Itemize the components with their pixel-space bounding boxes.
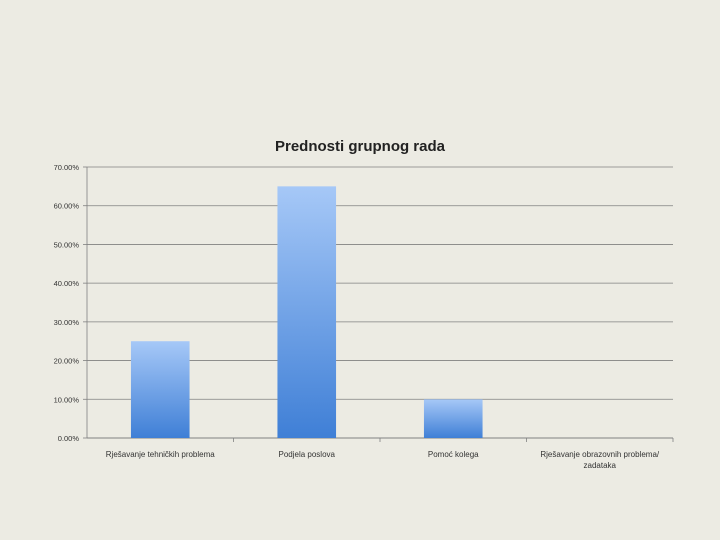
- y-tick-label: 10.00%: [54, 395, 80, 404]
- y-tick-label: 70.00%: [54, 163, 80, 172]
- bars: [130, 186, 483, 438]
- x-tick-label: Rješavanje obrazovnih problema/: [540, 450, 660, 459]
- y-tick-label: 60.00%: [54, 202, 80, 211]
- bar: [277, 186, 337, 438]
- y-tick-label: 30.00%: [54, 318, 80, 327]
- x-tick-label: Rješavanje tehničkih problema: [106, 450, 216, 459]
- y-tick-label: 0.00%: [58, 434, 80, 443]
- y-tick-label: 50.00%: [54, 240, 80, 249]
- bar: [130, 341, 190, 438]
- chart-title: Prednosti grupnog rada: [275, 138, 446, 155]
- y-tick-label: 20.00%: [54, 357, 80, 366]
- x-axis-ticks: Rješavanje tehničkih problema Podjela pos…: [106, 450, 660, 470]
- y-tick-label: 40.00%: [54, 279, 80, 288]
- x-tick-label: Podjela poslova: [279, 450, 336, 459]
- x-tick-label: Pomoć kolega: [428, 450, 479, 459]
- y-axis-ticks: 0.00% 10.00% 20.00% 30.00% 40.00% 50.00% 60.00…: [54, 163, 80, 443]
- bar: [423, 399, 483, 438]
- x-tick-label: zadataka: [584, 461, 617, 470]
